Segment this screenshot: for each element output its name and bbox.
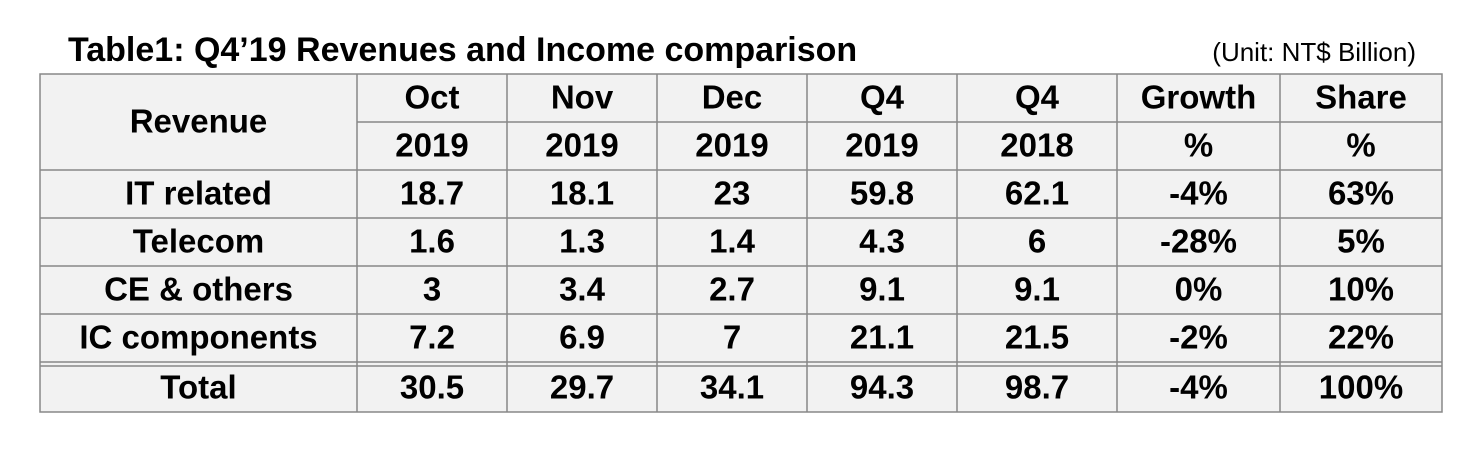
row-label: IC components <box>79 319 317 356</box>
table-cell: 62.1 <box>1005 175 1069 212</box>
column-header: 2019 <box>395 127 468 164</box>
column-header: % <box>1184 127 1213 164</box>
column-header: 2018 <box>1000 127 1073 164</box>
header-label: Revenue <box>130 103 268 140</box>
table-background <box>39 73 1443 413</box>
column-header: Q4 <box>860 79 905 116</box>
table-cell: -28% <box>1160 223 1237 260</box>
table-cell: 23 <box>714 175 751 212</box>
table-cell: 7.2 <box>409 319 455 356</box>
table-cell: 63% <box>1328 175 1394 212</box>
table-cell: 3 <box>423 271 441 308</box>
table-cell: -4% <box>1169 175 1228 212</box>
table-cell: 9.1 <box>859 271 905 308</box>
table-cell: 21.5 <box>1005 319 1069 356</box>
column-header: Q4 <box>1015 79 1060 116</box>
table-cell: 2.7 <box>709 271 755 308</box>
column-header: Dec <box>702 79 763 116</box>
column-header: Oct <box>404 79 459 116</box>
row-label: Telecom <box>133 223 264 260</box>
total-cell: -4% <box>1169 369 1228 406</box>
table-cell: 59.8 <box>850 175 914 212</box>
table-cell: 1.4 <box>709 223 756 260</box>
table-cell: 1.6 <box>409 223 455 260</box>
column-header: 2019 <box>545 127 618 164</box>
column-header: Nov <box>551 79 614 116</box>
table-cell: 1.3 <box>559 223 605 260</box>
unit-note: (Unit: NT$ Billion) <box>1212 37 1416 67</box>
table-cell: 18.1 <box>550 175 614 212</box>
table-cell: 5% <box>1337 223 1385 260</box>
row-label: IT related <box>125 175 272 212</box>
row-label: CE & others <box>104 271 293 308</box>
table-cell: 6 <box>1028 223 1046 260</box>
table-cell: 21.1 <box>850 319 914 356</box>
table-cell: 6.9 <box>559 319 605 356</box>
table-cell: 9.1 <box>1014 271 1060 308</box>
total-cell: 94.3 <box>850 369 914 406</box>
total-cell: 98.7 <box>1005 369 1069 406</box>
total-cell: 30.5 <box>400 369 464 406</box>
column-header: 2019 <box>695 127 768 164</box>
total-cell: 100% <box>1319 369 1403 406</box>
table-cell: 10% <box>1328 271 1394 308</box>
column-header: 2019 <box>845 127 918 164</box>
column-header: Share <box>1315 79 1407 116</box>
table-cell: 7 <box>723 319 741 356</box>
column-header: Growth <box>1141 79 1256 116</box>
total-label: Total <box>160 369 236 406</box>
total-cell: 29.7 <box>550 369 614 406</box>
total-cell: 34.1 <box>700 369 764 406</box>
column-header: % <box>1346 127 1375 164</box>
table-cell: 18.7 <box>400 175 464 212</box>
table-cell: 0% <box>1175 271 1223 308</box>
table-cell: 4.3 <box>859 223 905 260</box>
table-title: Table1: Q4’19 Revenues and Income compar… <box>68 31 857 69</box>
table-cell: 22% <box>1328 319 1394 356</box>
table-cell: -2% <box>1169 319 1228 356</box>
table-cell: 3.4 <box>559 271 606 308</box>
